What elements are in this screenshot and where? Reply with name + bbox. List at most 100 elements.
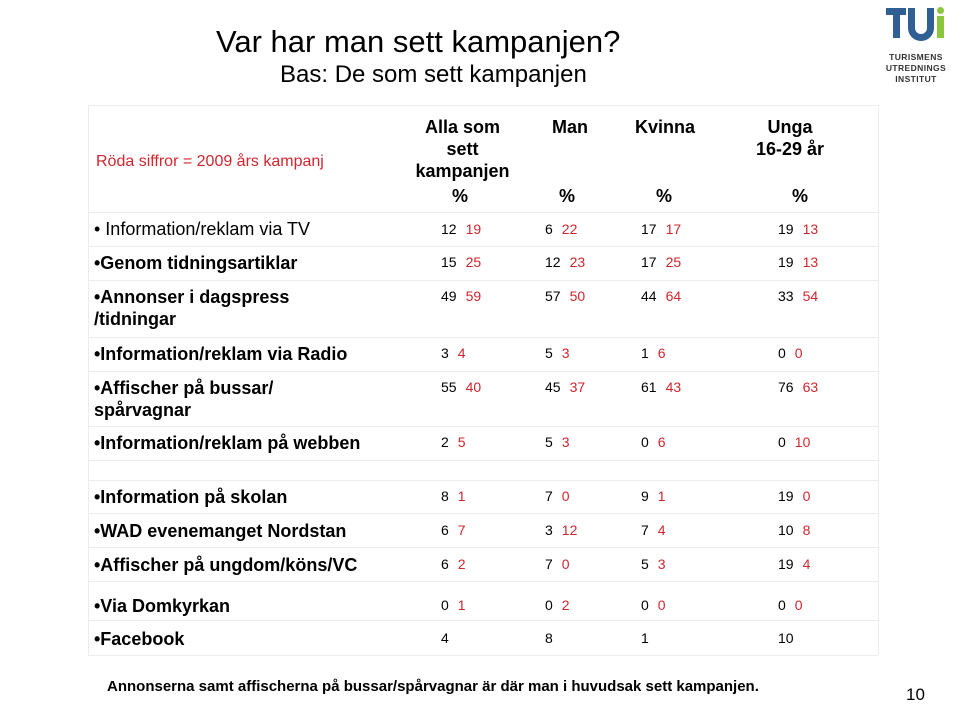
column-header-man: Man	[552, 117, 588, 137]
table-cell: 17 17	[641, 221, 681, 237]
value-2010: 6	[545, 221, 553, 237]
row-label: •Annonser i dagspress/tidningar	[94, 287, 290, 329]
value-2009: 4	[657, 522, 666, 538]
value-2010: 7	[545, 488, 553, 504]
value-2009: 7	[457, 522, 466, 538]
value-2010: 76	[778, 379, 794, 395]
table-cell: 10 8	[778, 522, 810, 538]
logo-text-line3: INSTITUT	[895, 74, 937, 84]
column-unit-man: %	[559, 186, 576, 206]
value-2009: 0	[657, 597, 666, 613]
value-2009: 12	[561, 522, 578, 538]
value-2010: 3	[441, 345, 449, 361]
value-2009: 3	[561, 434, 570, 450]
value-2010: 57	[545, 288, 561, 304]
table-cell: 55 40	[441, 379, 481, 395]
table-cell: 45 37	[545, 379, 585, 395]
value-2010: 5	[545, 434, 553, 450]
table-cell: 44 64	[641, 288, 681, 304]
table-cell: 57 50	[545, 288, 585, 304]
value-2009: 0	[802, 488, 811, 504]
row-label: •Information/reklam via Radio	[94, 344, 348, 364]
row-label: •Genom tidningsartiklar	[94, 253, 298, 273]
table-cell: 10	[778, 630, 794, 646]
row-label: •Affischer på ungdom/köns/VC	[94, 555, 358, 575]
legend-note: Röda siffror = 2009 års kampanj	[96, 153, 324, 170]
value-2009: 54	[802, 288, 819, 304]
value-2009: 2	[457, 556, 466, 572]
table-cell: 19 4	[778, 556, 810, 572]
page-number: 10	[906, 685, 925, 704]
value-2009: 43	[665, 379, 682, 395]
value-2010: 5	[545, 345, 553, 361]
column-header-all: Alla som sett kampanjen	[415, 117, 510, 181]
value-2009: 40	[465, 379, 482, 395]
slide-title: Var har man sett kampanjen?	[216, 24, 621, 59]
value-2010: 0	[778, 597, 786, 613]
value-2010: 10	[778, 630, 794, 646]
table-cell: 17 25	[641, 254, 681, 270]
value-2009: 5	[457, 434, 466, 450]
value-2009: 3	[657, 556, 666, 572]
value-2009: 17	[665, 221, 682, 237]
value-2009: 64	[665, 288, 682, 304]
value-2010: 45	[545, 379, 561, 395]
logo-text-line2: UTREDNINGS	[885, 63, 947, 73]
row-label: •Affischer på bussar/spårvagnar	[94, 378, 274, 420]
value-2009: 59	[465, 288, 482, 304]
footer-note: Annonserna samt affischerna på bussar/sp…	[107, 678, 759, 695]
row-label: •Information/reklam på webben	[94, 433, 361, 453]
value-2009: 2	[561, 597, 570, 613]
row-label: • Information/reklam via TV	[94, 219, 311, 239]
table-cell: 12 23	[545, 254, 585, 270]
column-header-kvinna: Kvinna	[634, 117, 695, 137]
table-cell: 19 13	[778, 254, 818, 270]
value-2009: 13	[802, 254, 819, 270]
value-2009: 1	[457, 597, 466, 613]
table-cell: 61 43	[641, 379, 681, 395]
value-2009: 19	[465, 221, 482, 237]
value-2010: 2	[441, 434, 449, 450]
table-cell: 15 25	[441, 254, 481, 270]
value-2009: 25	[465, 254, 482, 270]
value-2009: 22	[561, 221, 578, 237]
value-2010: 17	[641, 221, 657, 237]
column-unit-all: %	[452, 186, 469, 206]
table-cell: 19 0	[778, 488, 810, 504]
value-2010: 17	[641, 254, 657, 270]
value-2009: 8	[802, 522, 811, 538]
value-2010: 0	[441, 597, 449, 613]
value-2009: 23	[569, 254, 586, 270]
table-cell: 0 10	[778, 434, 810, 450]
value-2010: 5	[641, 556, 649, 572]
row-label: •Via Domkyrkan	[94, 596, 231, 616]
value-2010: 10	[778, 522, 794, 538]
tui-logo-mark-icon	[886, 7, 944, 41]
value-2010: 15	[441, 254, 457, 270]
column-unit-unga: %	[792, 186, 809, 206]
value-2010: 6	[441, 522, 449, 538]
table-cell: 49 59	[441, 288, 481, 304]
value-2009: 3	[561, 345, 570, 361]
value-2009: 0	[561, 556, 570, 572]
tui-logo: TURISMENS UTREDNINGS INSTITUT	[876, 6, 956, 90]
value-2010: 19	[778, 556, 794, 572]
table-cell: 4	[441, 630, 449, 646]
value-2010: 19	[778, 488, 794, 504]
row-label: •Information på skolan	[94, 487, 288, 507]
value-2009: 25	[665, 254, 682, 270]
table-cell: 1	[641, 630, 649, 646]
value-2009: 1	[657, 488, 666, 504]
value-2010: 0	[778, 345, 786, 361]
table-cell: 19 13	[778, 221, 818, 237]
